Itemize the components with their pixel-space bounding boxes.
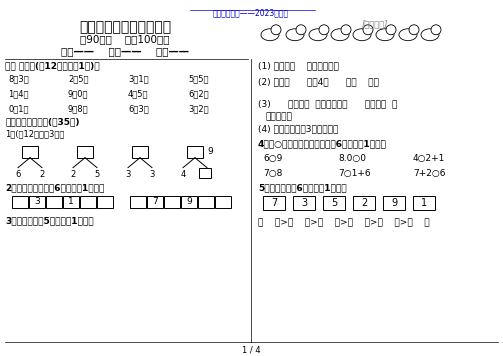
Ellipse shape: [331, 29, 349, 41]
Circle shape: [319, 25, 329, 35]
Text: 3．数一数（共5分，每空1分）。: 3．数一数（共5分，每空1分）。: [5, 216, 94, 225]
Bar: [215, 197, 231, 208]
Text: 4○2+1: 4○2+1: [413, 154, 445, 163]
Text: 2: 2: [361, 198, 367, 208]
Text: 7: 7: [271, 198, 277, 208]
Bar: [12, 197, 28, 208]
Bar: [187, 146, 203, 158]
Bar: [77, 146, 93, 158]
Text: 2: 2: [70, 170, 75, 179]
Ellipse shape: [309, 29, 327, 41]
Ellipse shape: [421, 29, 439, 41]
Text: 一年级数学上册期中试卷: 一年级数学上册期中试卷: [79, 20, 171, 34]
Circle shape: [431, 25, 441, 35]
Text: 8－3＝: 8－3＝: [8, 74, 29, 83]
Bar: [80, 197, 96, 208]
Bar: [263, 197, 285, 210]
Text: [动物图片]: [动物图片]: [362, 20, 388, 29]
Text: 7○8: 7○8: [263, 169, 282, 178]
Circle shape: [341, 25, 351, 35]
Circle shape: [296, 25, 306, 35]
Text: 5: 5: [331, 198, 337, 208]
Text: 9: 9: [186, 198, 192, 206]
Ellipse shape: [286, 29, 304, 41]
Text: 6○9: 6○9: [263, 154, 282, 163]
Ellipse shape: [261, 29, 279, 41]
Text: 3: 3: [301, 198, 307, 208]
Bar: [164, 197, 180, 208]
Text: 2: 2: [39, 170, 45, 179]
Ellipse shape: [399, 29, 417, 41]
Text: (1) 一共有（    ）只小动物。: (1) 一共有（ ）只小动物。: [258, 62, 339, 70]
Text: 6－3＝: 6－3＝: [128, 104, 149, 113]
Text: 2．按顺序填数（共6分，每空1分）。: 2．按顺序填数（共6分，每空1分）。: [5, 184, 105, 193]
Text: 3－1＝: 3－1＝: [128, 74, 148, 83]
Text: 7○1+6: 7○1+6: [338, 169, 371, 178]
Circle shape: [271, 25, 281, 35]
Bar: [29, 197, 45, 208]
Text: 5、排一排（共6分，每空1分）。: 5、排一排（共6分，每空1分）。: [258, 184, 347, 193]
Text: 5: 5: [95, 170, 100, 179]
Text: 7+2○6: 7+2○6: [413, 169, 446, 178]
Text: 只小动物。: 只小动物。: [266, 112, 293, 121]
Text: （    ）>（    ）>（    ）>（    ）>（    ）>（    ）: （ ）>（ ）>（ ）>（ ）>（ ）>（ ）: [258, 218, 430, 227]
Text: 3: 3: [149, 170, 155, 179]
Ellipse shape: [353, 29, 371, 41]
Bar: [97, 197, 113, 208]
Text: 1＋4＝: 1＋4＝: [8, 89, 29, 98]
Text: 1．(共12分每空3分）: 1．(共12分每空3分）: [5, 129, 64, 138]
Ellipse shape: [376, 29, 394, 41]
Text: 6: 6: [15, 170, 21, 179]
Text: 4: 4: [181, 170, 186, 179]
Text: 1: 1: [68, 198, 74, 206]
Text: 9－0＝: 9－0＝: [68, 89, 89, 98]
Bar: [199, 168, 211, 178]
Text: 1 / 4: 1 / 4: [241, 345, 261, 354]
Bar: [383, 197, 405, 210]
Text: 精品教育资料——2023年整理: 精品教育资料——2023年整理: [213, 8, 289, 17]
Text: 3: 3: [125, 170, 131, 179]
Bar: [130, 197, 146, 208]
Text: 4＋5＝: 4＋5＝: [128, 89, 148, 98]
Text: 8.0○0: 8.0○0: [338, 154, 366, 163]
Text: 3－2＝: 3－2＝: [188, 104, 209, 113]
Bar: [413, 197, 435, 210]
Text: 5－5＝: 5－5＝: [188, 74, 209, 83]
Bar: [198, 197, 214, 208]
Text: 7: 7: [152, 198, 158, 206]
Bar: [63, 197, 79, 208]
Bar: [132, 146, 148, 158]
Text: 9: 9: [207, 147, 213, 156]
Text: (4) 从右边起圈出3只小动物。: (4) 从右边起圈出3只小动物。: [258, 124, 339, 133]
Bar: [353, 197, 375, 210]
Text: （90分钟    满分100分）: （90分钟 满分100分）: [80, 34, 170, 44]
Bar: [181, 197, 197, 208]
Text: 4、在○里填上＜、＞或＝（共6分，每空1分）。: 4、在○里填上＜、＞或＝（共6分，每空1分）。: [258, 139, 387, 148]
Circle shape: [409, 25, 419, 35]
Text: 6＋2＝: 6＋2＝: [188, 89, 209, 98]
Bar: [293, 197, 315, 210]
Text: 姓名——    班级——    分数——: 姓名—— 班级—— 分数——: [61, 47, 189, 57]
Bar: [22, 146, 38, 158]
Text: 0＋1＝: 0＋1＝: [8, 104, 29, 113]
Bar: [147, 197, 163, 208]
Text: 9: 9: [391, 198, 397, 208]
Circle shape: [363, 25, 373, 35]
Text: 2＋5＝: 2＋5＝: [68, 74, 89, 83]
Text: (2) 从左数      排第4，      第（    ）。: (2) 从左数 排第4， 第（ ）。: [258, 77, 379, 87]
Circle shape: [386, 25, 396, 35]
Bar: [323, 197, 345, 210]
Text: 9－8＝: 9－8＝: [68, 104, 89, 113]
Text: 二、按要求填空。(共35分): 二、按要求填空。(共35分): [5, 117, 79, 126]
Bar: [46, 197, 62, 208]
Text: 1: 1: [421, 198, 427, 208]
Text: 一、 口算。(共12分，每题1分)。: 一、 口算。(共12分，每题1分)。: [5, 62, 100, 70]
Text: 3: 3: [34, 198, 40, 206]
Text: (3)      前面有（  ）只小动物，      后面有（  ）: (3) 前面有（ ）只小动物， 后面有（ ）: [258, 99, 397, 108]
